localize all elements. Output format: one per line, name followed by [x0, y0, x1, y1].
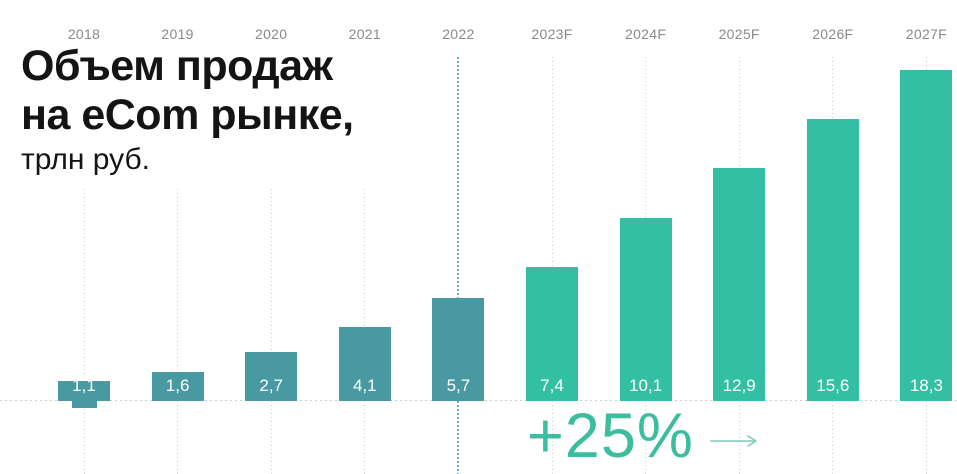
bar-value-2024F: 10,1 — [629, 376, 663, 395]
chart-title-block: Объем продаж на eCom рынке, трлн руб. — [0, 42, 442, 188]
bar-2025F — [713, 168, 766, 401]
growth-arrow-icon — [710, 434, 762, 453]
chart-title-line-1: Объем продаж — [21, 42, 333, 90]
year-gridline-2021 — [364, 57, 366, 474]
x-axis-label-2019: 2019 — [161, 26, 194, 42]
year-gridline-2018 — [83, 57, 85, 474]
bar-value-2023F: 7,4 — [540, 376, 564, 395]
bar-base-notch — [71, 401, 97, 408]
bar-2019 — [151, 372, 204, 401]
bar-value-2021: 4,1 — [352, 376, 377, 395]
chart-unit-label: трлн руб. — [21, 143, 151, 176]
bar-value-2018: 1,1 — [72, 376, 96, 395]
bar-2023F — [526, 267, 578, 401]
bar-value-2026F: 15,6 — [816, 376, 850, 395]
bar-2024F — [619, 218, 672, 401]
bar-2022 — [432, 298, 485, 401]
x-axis-label-2026F: 2026F — [812, 26, 854, 42]
x-axis-label-2020: 2020 — [255, 26, 288, 42]
bar-value-2020: 2,7 — [259, 376, 283, 395]
bar-value-2022: 5,7 — [446, 376, 471, 395]
growth-rate-annotation: +25% — [527, 401, 694, 471]
x-axis-label-2027F: 2027F — [905, 26, 947, 42]
year-gridline-2023F — [551, 57, 553, 474]
x-axis-label-2023F: 2023F — [531, 26, 573, 42]
year-gridline-2020 — [270, 57, 272, 474]
x-axis-label-2021: 2021 — [348, 26, 381, 42]
bar-2018 — [58, 381, 110, 401]
bar-value-2027F: 18,3 — [909, 376, 943, 395]
bar-2021 — [338, 327, 391, 401]
x-axis-label-2024F: 2024F — [624, 26, 667, 42]
bar-2020 — [245, 352, 298, 401]
year-gridline-2019 — [177, 57, 179, 474]
x-axis-label-2025F: 2025F — [718, 26, 760, 42]
current-year-gridline — [457, 57, 460, 474]
bar-2027F — [900, 70, 953, 401]
x-axis-label-2018: 2018 — [67, 26, 101, 42]
chart-title-line-2: на eCom рынке, — [21, 91, 354, 139]
bar-2026F — [806, 119, 859, 401]
bar-value-2025F: 12,9 — [722, 376, 756, 395]
bar-value-2019: 1,6 — [165, 376, 190, 395]
x-axis-label-2022: 2022 — [442, 26, 475, 42]
